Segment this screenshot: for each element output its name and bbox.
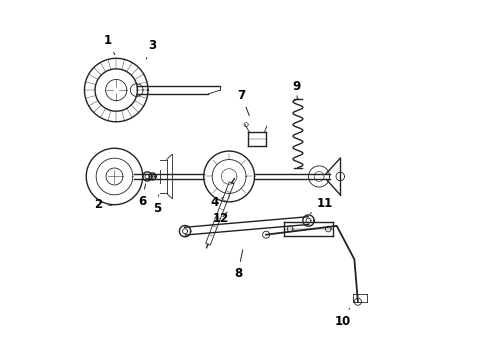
Text: 10: 10 [335,309,351,328]
Text: 7: 7 [238,89,249,116]
Text: 12: 12 [213,212,229,225]
Text: 3: 3 [146,40,157,59]
Text: 4: 4 [211,197,224,210]
Text: 6: 6 [138,184,146,208]
Text: 2: 2 [95,198,112,211]
Text: 11: 11 [310,198,333,213]
Text: 8: 8 [234,250,243,280]
Text: 9: 9 [292,80,300,98]
Text: 5: 5 [153,195,162,215]
Text: 1: 1 [103,34,115,55]
